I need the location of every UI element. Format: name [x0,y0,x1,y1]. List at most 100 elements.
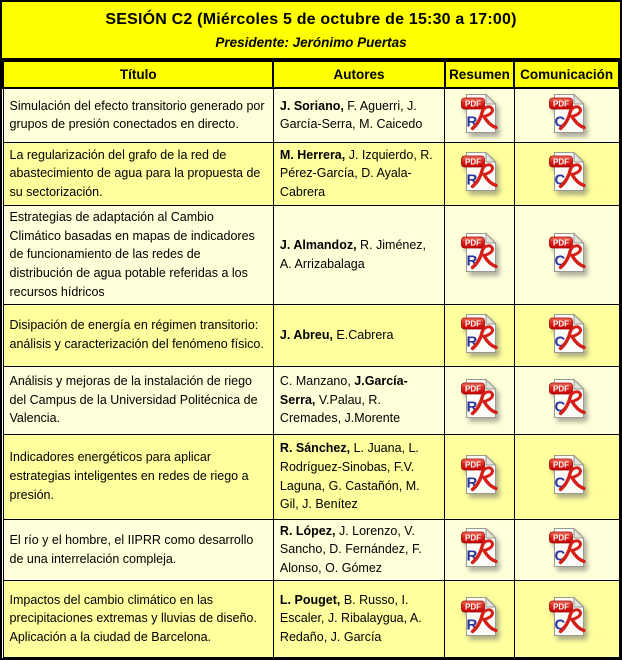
resumen-cell: PDF R [444,365,515,435]
acrobat-glyph [558,608,586,634]
resumen-pdf-link[interactable]: PDF R [459,594,499,637]
resumen-cell: PDF R [444,579,515,658]
paper-authors-cell: R. López, J. Lorenzo, V. Sancho, D. Fern… [272,518,446,581]
acrobat-glyph [471,105,499,131]
pdf-badge [461,317,486,330]
paper-title-cell: La regularización del grafo de la red de… [2,141,274,206]
pdf-file-icon: PDF C [548,377,586,418]
page-fold [573,312,585,325]
pdf-badge-label: PDF [553,384,569,393]
comunicacion-pdf-link[interactable]: PDF C [547,594,587,637]
paper-title: Indicadores energéticos para aplicar est… [9,450,249,502]
pdf-badge-label: PDF [553,534,569,543]
resumen-cell: PDF R [444,518,515,581]
paper-authors-rest: E.Cabrera [332,327,394,342]
resumen-pdf-link[interactable]: PDF R [459,230,499,273]
resumen-pdf-link[interactable]: PDF R [459,525,499,568]
page-fold [485,312,498,325]
pdf-badge-label: PDF [465,239,481,248]
paper-title-cell: Simulación del efecto transitorio genera… [2,87,274,143]
paper-authors-cell: L. Pouget, B. Russo, I. Escaler, J. Riba… [272,579,446,658]
paper-authors-cell: R. Sánchez, L. Juana, L. Rodríguez-Sinob… [272,433,446,520]
pdf-file-icon: PDF R [461,527,499,568]
pdf-badge [461,155,486,168]
pdf-file-icon: PDF R [461,596,499,637]
sessions-table: Título Autores Resumen Comunicación Simu… [1,60,620,658]
comunicacion-cell: PDF C [513,433,620,520]
pdf-badge-label: PDF [465,534,481,543]
paper-title: Estrategias de adaptación al Cambio Clim… [9,209,255,299]
acrobat-glyph [471,389,499,415]
resumen-pdf-link[interactable]: PDF R [459,311,499,354]
page-fold [485,93,498,105]
pdf-badge [548,531,573,544]
paper-title-cell: Análisis y mejoras de la instalación de … [2,365,274,435]
session-title: SESIÓN C2 (Miércoles 5 de octubre de 15:… [105,11,517,28]
resumen-pdf-link[interactable]: PDF R [459,452,499,495]
pdf-badge [548,155,573,168]
paper-title: La regularización del grafo de la red de… [9,147,261,200]
paper-authors-cell: J. Soriano, F. Aguerri, J. García-Serra,… [272,87,446,143]
page-fold [573,454,585,466]
table-row: Indicadores energéticos para aplicar est… [2,433,620,520]
pdf-letter: C [554,398,565,415]
paper-title-cell: El río y el hombre, el IIPRR como desarr… [2,518,274,581]
pdf-badge-label: PDF [553,158,569,167]
pdf-badge-label: PDF [465,384,481,393]
comunicacion-pdf-link[interactable]: PDF C [547,376,587,419]
acrobat-glyph [558,105,586,131]
paper-authors-rest: R. Jiménez, A. Arrizabalaga [279,237,427,271]
column-header-titulo: Título [1,60,275,89]
resumen-cell: PDF R [444,433,515,520]
paper-title-cell: Indicadores energéticos para aplicar est… [2,433,274,520]
paper-authors-rest: B. Russo, I. Escaler, J. Ribalaygua, A. … [279,592,422,645]
page-fold [485,527,498,539]
paper-authors-lead: J. Soriano, [279,98,344,113]
comunicacion-pdf-link[interactable]: PDF C [547,149,587,192]
pdf-badge [548,382,573,395]
table-row: La regularización del grafo de la red de… [2,141,620,206]
pdf-badge-label: PDF [465,603,481,612]
page-fold [573,596,585,608]
pdf-file-icon: PDF C [548,232,586,273]
table-header-row: Título Autores Resumen Comunicación [1,60,620,89]
page-fold [573,93,585,105]
comunicacion-pdf-link[interactable]: PDF C [547,230,587,273]
resumen-pdf-link[interactable]: PDF R [459,376,499,419]
page-fold [573,151,585,163]
resumen-pdf-link[interactable]: PDF R [459,91,499,134]
pdf-letter: R [467,114,478,131]
pdf-badge-label: PDF [553,603,569,612]
paper-title: Disipación de energía en régimen transit… [9,318,264,351]
pdf-letter: C [554,617,565,634]
table-row: El río y el hombre, el IIPRR como desarr… [2,518,620,581]
pdf-badge [461,531,486,544]
session-header: SESIÓN C2 (Miércoles 5 de octubre de 15:… [2,2,620,60]
paper-authors-lead: R. Sánchez, [279,441,351,455]
comunicacion-pdf-link[interactable]: PDF C [547,311,587,354]
table-row: Análisis y mejoras de la instalación de … [2,365,620,435]
pdf-badge [548,600,573,613]
pdf-file-icon: PDF R [461,377,499,418]
acrobat-glyph [558,324,586,350]
pdf-letter: C [554,333,565,350]
paper-title: Simulación del efecto transitorio genera… [9,98,265,132]
pdf-file-icon: PDF R [461,151,499,192]
pdf-letter: R [467,548,478,565]
comunicacion-pdf-link[interactable]: PDF C [547,525,587,568]
resumen-pdf-link[interactable]: PDF R [459,149,499,192]
comunicacion-pdf-link[interactable]: PDF C [547,452,587,495]
page-fold [573,232,585,244]
pdf-letter: C [554,475,565,492]
comunicacion-cell: PDF C [513,141,620,206]
pdf-file-icon: PDF C [548,151,586,192]
pdf-badge-label: PDF [553,239,569,248]
paper-authors-lead: M. Herrera, [279,147,346,162]
paper-title-cell: Disipación de energía en régimen transit… [2,303,274,367]
paper-authors-lead: L. Pouget, [279,592,341,607]
paper-title: El río y el hombre, el IIPRR como desarr… [9,532,254,566]
comunicacion-pdf-link[interactable]: PDF C [547,91,587,134]
pdf-file-icon: PDF C [548,596,586,637]
paper-title-cell: Estrategias de adaptación al Cambio Clim… [2,204,274,305]
paper-authors-cell: J. Almandoz, R. Jiménez, A. Arrizabalaga [272,204,446,305]
